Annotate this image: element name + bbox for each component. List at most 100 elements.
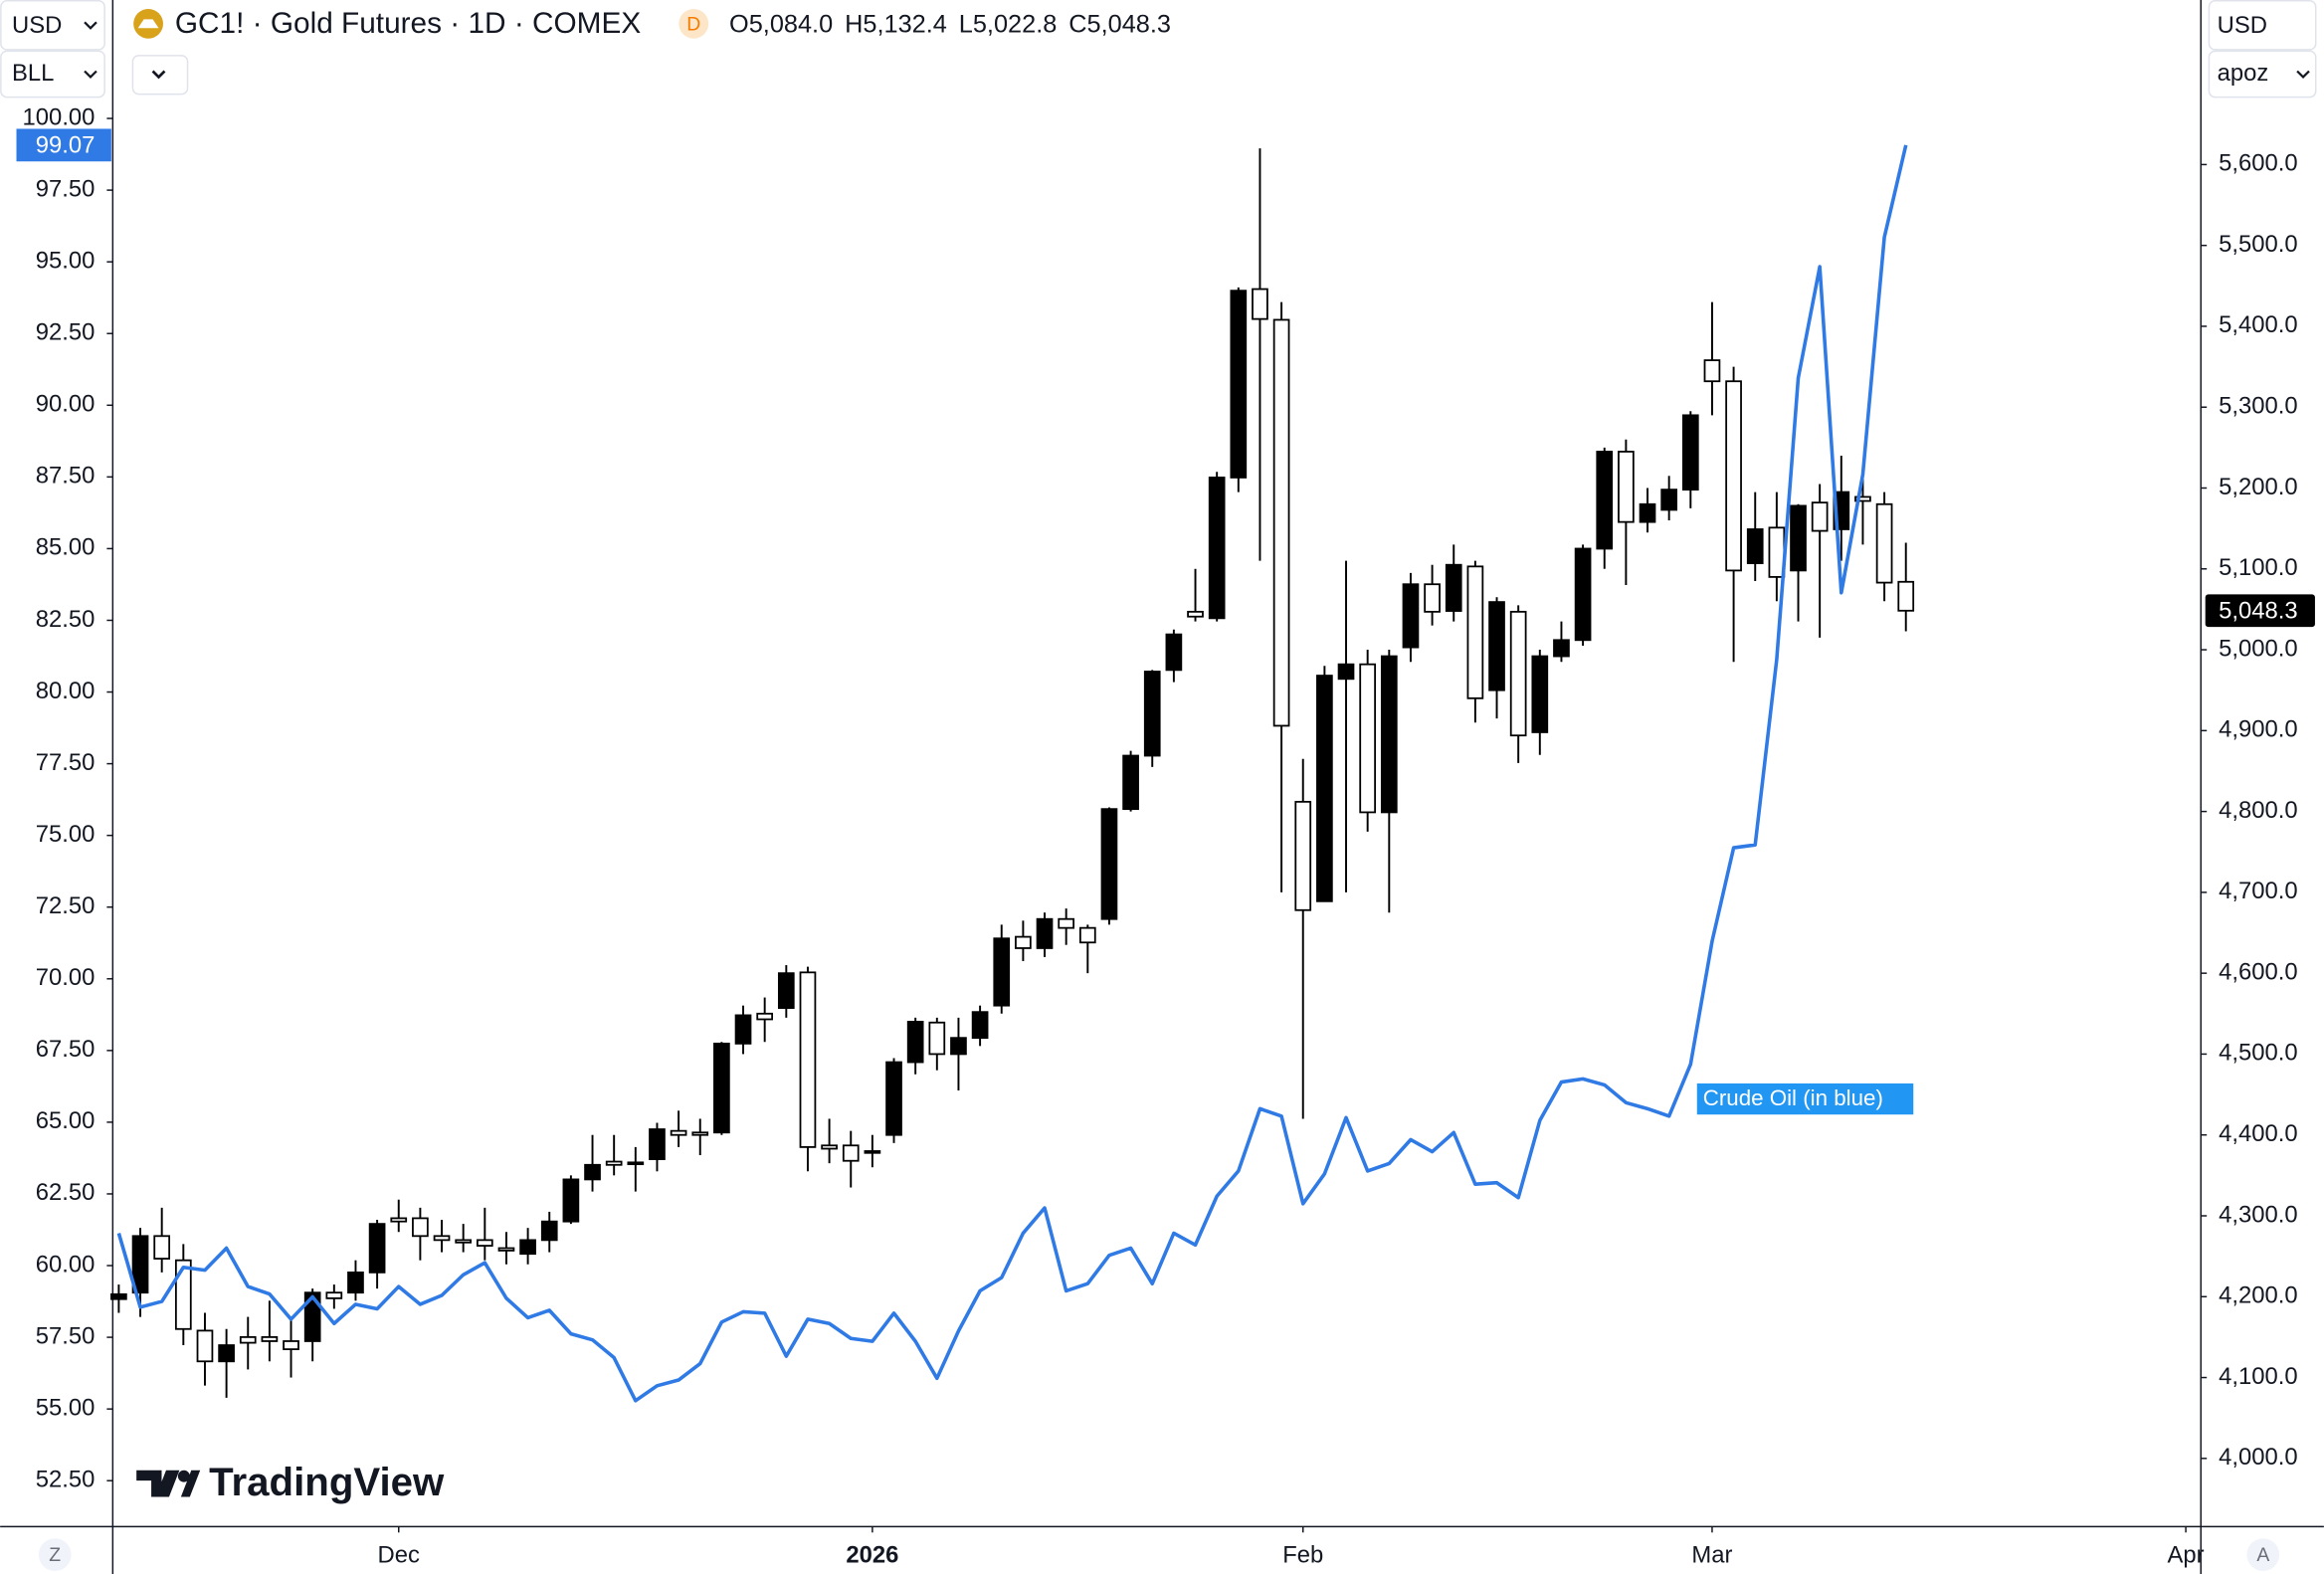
candle-body: [1316, 675, 1333, 902]
watermark: TradingView: [136, 1460, 445, 1504]
candle-body: [1380, 655, 1398, 814]
y-tick-label: 4,900.0: [2219, 716, 2298, 743]
plot: [110, 144, 1915, 1403]
y-tick-label: 100.00: [23, 103, 96, 130]
candle-body: [906, 1021, 924, 1064]
y-tick-label: 52.50: [36, 1467, 96, 1493]
candle-body: [1078, 926, 1096, 944]
candle-body: [1402, 583, 1420, 649]
candle-body: [1681, 414, 1699, 492]
x-tick-label: Dec: [378, 1541, 420, 1568]
toolbar-right: USD apoz: [2208, 0, 2317, 98]
y-tick-label: 4,000.0: [2219, 1444, 2298, 1471]
candle-body: [540, 1220, 558, 1242]
candle-body: [1596, 451, 1614, 550]
annotation: Crude Oil (in blue): [1696, 1082, 1914, 1115]
last-value-label: 99.07: [36, 132, 96, 159]
y-tick-label: 77.50: [36, 749, 96, 776]
candle-body: [1531, 655, 1549, 733]
candle-body: [842, 1144, 860, 1162]
y-tick-label: 57.50: [36, 1322, 96, 1349]
candle-body: [1703, 359, 1721, 383]
logo-mark: [180, 1470, 201, 1497]
candle-body: [1015, 935, 1032, 949]
candle-body: [1553, 639, 1570, 658]
ohlc-key: O: [729, 10, 749, 38]
unit-dropdown[interactable]: [2208, 50, 2317, 98]
y-tick-label: 67.50: [36, 1036, 96, 1063]
candle-body: [1122, 754, 1139, 811]
candle-body: [1618, 451, 1635, 523]
candle-body: [1897, 580, 1915, 612]
candle-body: [821, 1144, 838, 1150]
candle-body: [1854, 495, 1871, 502]
timezone-button[interactable]: [38, 1538, 72, 1572]
auto-scale-button[interactable]: [2246, 1538, 2280, 1572]
candle-body: [261, 1336, 279, 1342]
candle-body: [412, 1217, 429, 1238]
candle-body: [1639, 502, 1656, 523]
currency-dropdown[interactable]: [2208, 0, 2317, 51]
y-tick-label: 4,600.0: [2219, 958, 2298, 985]
candle-body: [627, 1161, 645, 1166]
unit-dropdown[interactable]: [0, 50, 105, 98]
candle-body: [218, 1344, 235, 1363]
candle-body: [283, 1340, 299, 1350]
y-tick-label: 80.00: [36, 678, 96, 704]
ohlc-value: 5,022.8: [973, 10, 1057, 38]
candle-body: [928, 1021, 946, 1056]
currency-dropdown[interactable]: [0, 0, 105, 51]
unit-right: apoz: [2218, 60, 2269, 87]
y-tick-label: 5,100.0: [2219, 554, 2298, 581]
candle-body: [734, 1014, 752, 1045]
y-tick-label: 90.00: [36, 391, 96, 418]
candle-body: [864, 1150, 881, 1154]
candle-body: [1036, 917, 1054, 949]
y-tick-label: 4,400.0: [2219, 1120, 2298, 1147]
ohlc-value: 5,048.3: [1087, 10, 1171, 38]
y-tick-label: 5,500.0: [2219, 231, 2298, 258]
candle-body: [1574, 547, 1592, 642]
y-tick-label: 4,200.0: [2219, 1282, 2298, 1309]
y-tick-label: 4,100.0: [2219, 1363, 2298, 1390]
toolbar-left: USD BLL: [0, 0, 105, 98]
y-tick-label: 62.50: [36, 1179, 96, 1206]
annotation-text: Crude Oil (in blue): [1703, 1085, 1883, 1110]
badge: [678, 8, 709, 39]
y-tick-label: 95.00: [36, 247, 96, 274]
candle-body: [1294, 800, 1312, 911]
ohlc-value: 5,132.4: [863, 10, 946, 38]
line-series: [116, 144, 1908, 1403]
candle-body: [1100, 808, 1118, 920]
candle-body: [756, 1012, 774, 1021]
candle-body: [1208, 477, 1226, 620]
candle-body: [239, 1336, 257, 1344]
chevron: [84, 21, 97, 30]
candle-body: [1488, 601, 1505, 691]
ohlc-key: C: [1068, 10, 1086, 38]
candle-body: [799, 971, 817, 1148]
candle-body: [885, 1061, 902, 1136]
candle-body: [519, 1239, 536, 1256]
candle-body: [368, 1223, 386, 1274]
ohlc-key: H: [845, 10, 863, 38]
y-tick-label: 97.50: [36, 175, 96, 202]
legend-header: GC1! · Gold Futures · 1D · COMEX D O5,08…: [131, 7, 1171, 96]
candle-body: [691, 1131, 709, 1136]
symbol-logo-glyph: [137, 19, 159, 29]
candle-body: [777, 972, 795, 1010]
y-tick-label: 60.00: [36, 1251, 96, 1278]
y-tick-label: 92.50: [36, 319, 96, 346]
right-button-label: A: [2256, 1544, 2269, 1566]
candle-body: [303, 1291, 321, 1342]
candle-body: [1875, 502, 1893, 584]
logo-mark-dot: [177, 1470, 190, 1482]
y-tick-label: 4,700.0: [2219, 878, 2298, 904]
candle-body: [1230, 290, 1248, 479]
left-button-label: Z: [49, 1544, 61, 1566]
x-tick-label: 2026: [846, 1541, 898, 1568]
candle-body: [196, 1329, 214, 1363]
candle-body: [1424, 583, 1441, 613]
